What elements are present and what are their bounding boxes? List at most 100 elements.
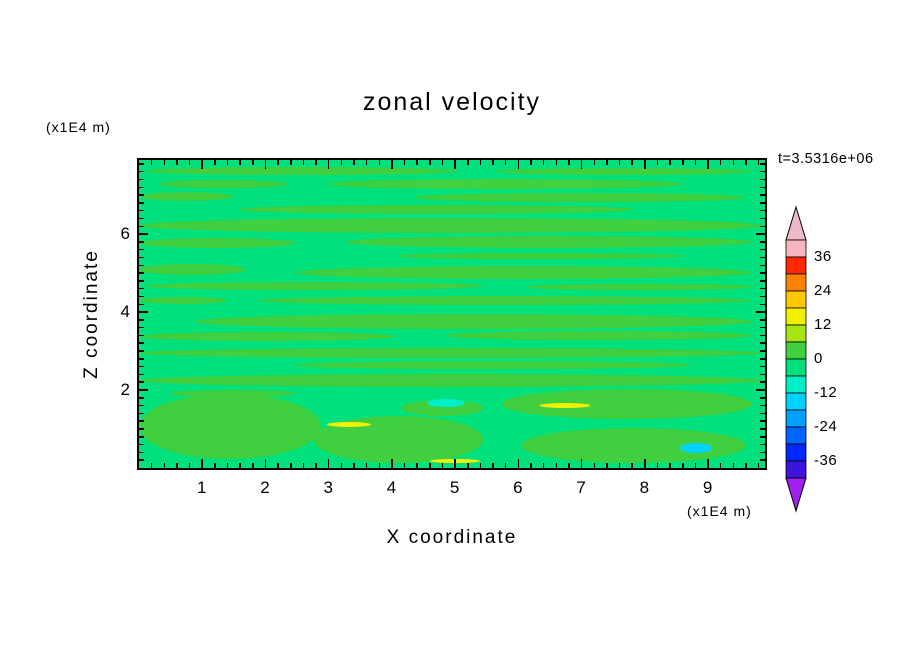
x-minor-tick [656,160,659,165]
z-minor-tick [139,373,144,376]
x-major-tick [391,459,393,468]
z-minor-tick [760,256,765,259]
x-minor-tick [732,463,735,468]
z-minor-tick [760,451,765,454]
x-minor-tick [441,160,444,165]
contour-region [326,421,371,427]
x-minor-tick [239,160,241,165]
contour-region [139,347,762,359]
z-minor-tick [139,272,144,274]
contour-region [345,236,753,248]
contour-region [445,330,753,341]
z-minor-tick [139,342,144,344]
x-minor-tick [593,463,596,468]
z-axis-tick-label: 2 [120,380,131,400]
x-minor-tick [277,463,279,468]
z-minor-tick [760,350,765,352]
colorbar-tick-label: -12 [814,384,838,401]
z-minor-tick [760,202,765,204]
z-minor-tick [760,225,765,228]
z-minor-tick [139,303,144,305]
x-minor-tick [606,160,608,165]
z-minor-tick [760,272,765,274]
x-axis-tick-label: 8 [639,478,651,497]
contour-region [527,283,753,291]
z-minor-tick [139,256,144,259]
z-minor-tick [139,178,144,181]
z-minor-tick [760,178,765,181]
x-major-tick [454,459,456,468]
x-minor-tick [479,463,482,468]
x-minor-tick [302,160,305,165]
z-minor-tick [139,225,144,228]
z-minor-tick [139,241,144,243]
colorbar-band [785,358,807,377]
colorbar-tick-label: -24 [814,418,838,435]
x-major-tick [517,459,520,468]
x-axis-tick-label: 6 [513,478,524,497]
x-minor-tick [188,160,191,165]
z-major-tick [139,233,148,235]
colorbar-band [785,273,807,292]
z-minor-tick [760,397,765,399]
x-minor-tick [150,463,153,468]
x-minor-tick [277,160,279,165]
z-minor-tick [139,319,144,321]
z-minor-tick [139,326,144,329]
x-minor-tick [340,463,343,468]
y-axis-title: Z coordinate [81,249,102,379]
x-minor-tick [555,463,558,468]
x-minor-tick [214,463,216,468]
colorbar-band [785,426,807,445]
z-minor-tick [760,443,765,446]
x-minor-tick [176,160,178,165]
x-major-tick [644,459,646,468]
colorbar-band [785,307,807,326]
contour-region [139,191,233,201]
z-minor-tick [139,397,144,399]
x-major-tick [327,459,330,468]
x-minor-tick [290,463,292,468]
x-minor-tick [378,463,381,468]
contour-region [139,374,762,388]
z-major-tick [756,389,765,391]
x-minor-tick [340,160,343,165]
x-minor-tick [568,463,570,468]
x-minor-tick [467,463,469,468]
z-minor-tick [760,365,765,368]
z-minor-tick [139,194,144,196]
x-minor-tick [214,160,216,165]
x-axis-tick-label: 9 [702,478,714,497]
plot-area [137,158,767,470]
contour-region [145,282,484,291]
colorbar-over-arrow [785,205,807,241]
x-major-tick [580,459,583,468]
colorbar-band [785,443,807,462]
x-minor-tick [542,160,545,165]
x-minor-tick [163,160,166,165]
contour-region [157,179,290,188]
x-minor-tick [504,463,507,468]
z-axis-tick-label: 4 [120,302,131,322]
x-minor-tick [568,160,570,165]
x-minor-tick [479,160,482,165]
x-minor-tick [694,160,697,165]
x-minor-tick [669,463,671,468]
colorbar-band [785,375,807,394]
z-minor-tick [139,365,144,368]
colorbar-tick-label: -36 [814,452,838,469]
x-axis-unit-label: (x1E4 m) [687,503,752,519]
z-minor-tick [139,412,144,415]
colorbar-band [785,460,807,479]
z-minor-tick [139,186,144,189]
z-minor-tick [760,358,765,360]
x-axis-tick-label: 3 [323,478,334,497]
z-minor-tick [760,459,765,461]
z-minor-tick [139,436,144,438]
x-minor-tick [618,160,621,165]
x-minor-tick [656,463,659,468]
x-minor-tick [226,463,229,468]
contour-region [139,297,227,305]
z-minor-tick [139,248,144,251]
